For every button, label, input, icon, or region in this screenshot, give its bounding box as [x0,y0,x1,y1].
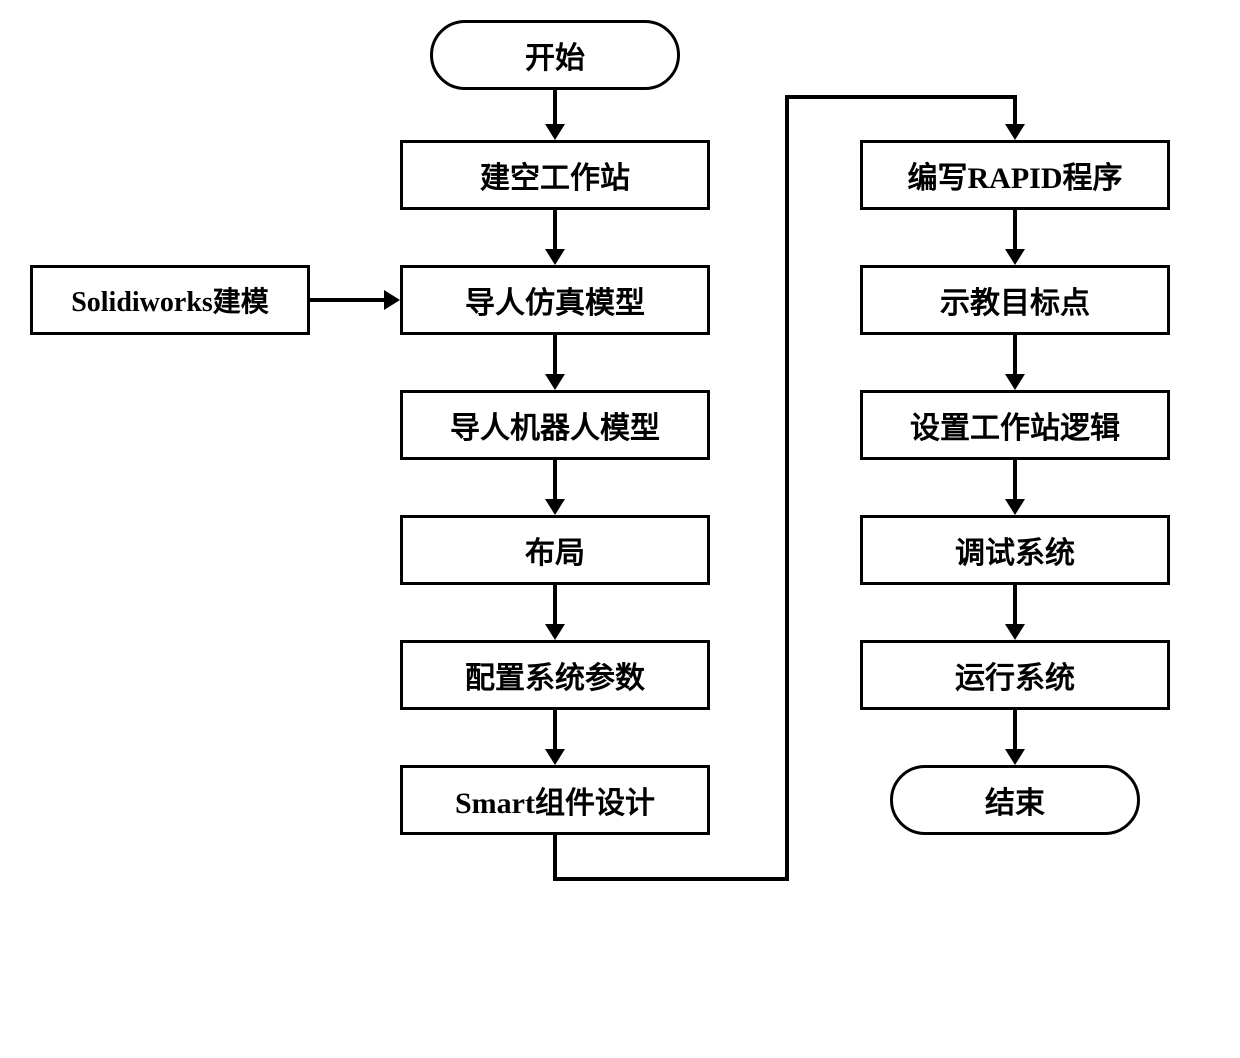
node-start-label: 开始 [525,33,585,77]
node-layout-label: 布局 [525,528,585,572]
edge-line [553,335,557,374]
node-teach-target-label: 示教目标点 [940,278,1090,322]
node-layout: 布局 [400,515,710,585]
node-start: 开始 [430,20,680,90]
edge-line [310,298,384,302]
edge-line [1013,210,1017,249]
node-create-workstation: 建空工作站 [400,140,710,210]
edge-line [1013,460,1017,499]
arrow-head-icon [1005,124,1025,140]
arrow-head-icon [384,290,400,310]
node-import-robot-model: 导人机器人模型 [400,390,710,460]
node-create-workstation-label: 建空工作站 [480,153,630,197]
node-import-robot-model-label: 导人机器人模型 [450,403,660,447]
arrow-head-icon [545,124,565,140]
node-config-params: 配置系统参数 [400,640,710,710]
edge-line [1013,335,1017,374]
edge-line [553,877,789,881]
arrow-head-icon [545,374,565,390]
node-smart-component: Smart组件设计 [400,765,710,835]
arrow-head-icon [545,499,565,515]
node-set-workstation-logic-label: 设置工作站逻辑 [910,403,1120,447]
edge-line [1013,585,1017,624]
node-set-workstation-logic: 设置工作站逻辑 [860,390,1170,460]
node-write-rapid: 编写RAPID程序 [860,140,1170,210]
edge-line [553,710,557,749]
edge-line [553,210,557,249]
node-import-sim-model: 导人仿真模型 [400,265,710,335]
node-run-system: 运行系统 [860,640,1170,710]
node-config-params-label: 配置系统参数 [465,653,645,697]
edge-line [553,90,557,124]
edge-line [553,585,557,624]
node-solidworks: Solidiworks建模 [30,265,310,335]
node-write-rapid-label: 编写RAPID程序 [908,153,1123,197]
arrow-head-icon [1005,499,1025,515]
arrow-head-icon [545,624,565,640]
edge-line [1013,95,1017,124]
arrow-head-icon [545,749,565,765]
node-run-system-label: 运行系统 [955,653,1075,697]
arrow-head-icon [1005,374,1025,390]
node-teach-target: 示教目标点 [860,265,1170,335]
edge-line [553,835,557,880]
node-end-label: 结束 [985,778,1045,822]
edge-line [785,95,789,881]
edge-line [553,460,557,499]
arrow-head-icon [545,249,565,265]
node-solidworks-label: Solidiworks建模 [71,280,269,320]
node-debug-system-label: 调试系统 [955,528,1075,572]
node-import-sim-model-label: 导人仿真模型 [465,278,645,322]
node-debug-system: 调试系统 [860,515,1170,585]
node-end: 结束 [890,765,1140,835]
node-smart-component-label: Smart组件设计 [455,778,655,822]
edge-line [1013,710,1017,749]
arrow-head-icon [1005,749,1025,765]
edge-line [785,95,1017,99]
arrow-head-icon [1005,624,1025,640]
arrow-head-icon [1005,249,1025,265]
